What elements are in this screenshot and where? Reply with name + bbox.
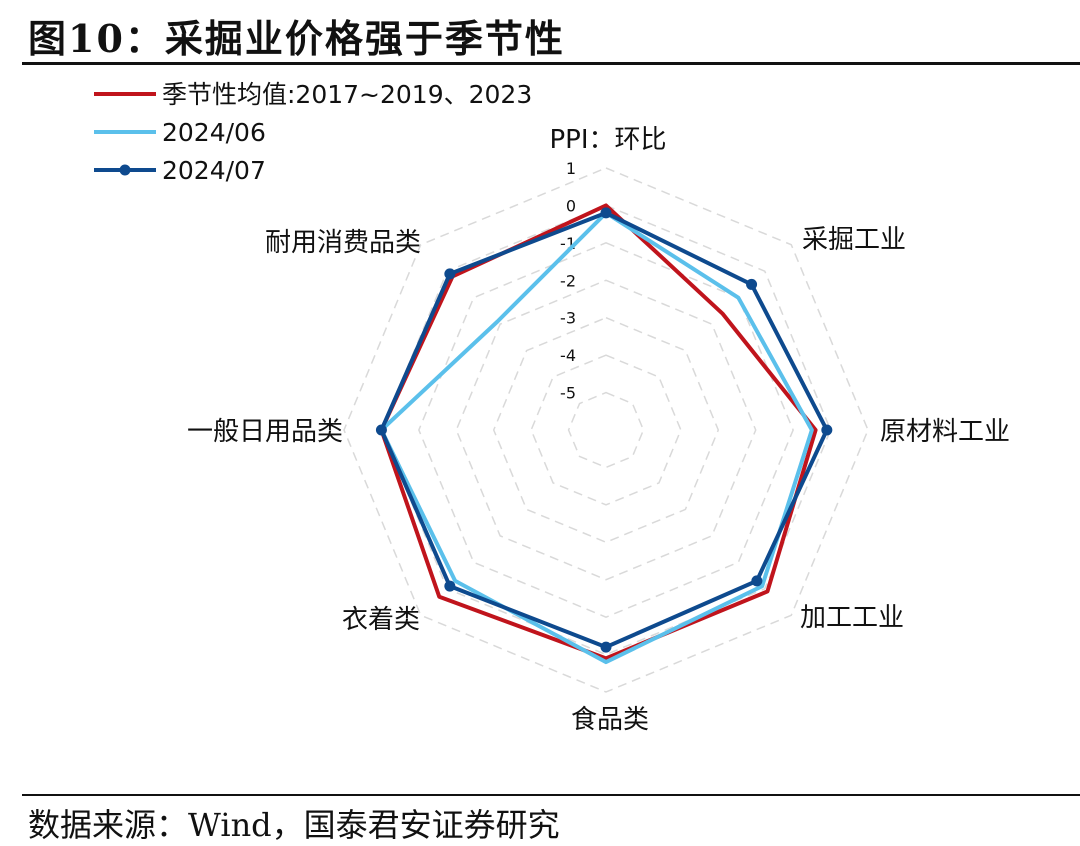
- legend-marker-2: [119, 164, 131, 176]
- tick-label-1: 0: [566, 196, 576, 215]
- category-label-4: 食品类: [571, 705, 649, 735]
- category-label-6: 一般日用品类: [187, 417, 343, 447]
- series-2-marker-2: [821, 424, 833, 436]
- grid-ring-4: [492, 316, 720, 544]
- tick-label-0: 1: [566, 159, 576, 178]
- series-2-marker-3: [751, 575, 763, 587]
- radial-tick-labels: 10-1-2-3-4-5: [560, 159, 576, 403]
- category-label-7: 耐用消费品类: [265, 228, 421, 258]
- radar-chart: 10-1-2-3-4-5 PPI：环比采掘工业原材料工业加工工业食品类衣着类一般…: [94, 80, 1010, 735]
- series-line-1: [379, 210, 814, 665]
- tick-label-3: -2: [560, 271, 576, 290]
- figure-title: 图10：采掘业价格强于季节性: [28, 16, 565, 61]
- tick-label-6: -5: [560, 384, 576, 403]
- source-note: 数据来源：Wind，国泰君安证券研究: [28, 806, 560, 844]
- legend-label-2: 2024/07: [162, 156, 266, 185]
- legend: 季节性均值:2017~2019、2023 2024/06 2024/07: [94, 80, 532, 185]
- grid-ring-1: [380, 204, 832, 656]
- grid-ring-0: [343, 167, 869, 693]
- category-label-1: 采掘工业: [802, 225, 906, 255]
- radar-grid: [343, 167, 869, 693]
- legend-label-1: 2024/06: [162, 118, 266, 147]
- series-2-marker-6: [375, 424, 387, 436]
- series-2-marker-5: [444, 580, 456, 592]
- category-label-3: 加工工业: [800, 603, 904, 633]
- tick-label-5: -4: [560, 346, 576, 365]
- grid-ring-6: [567, 391, 645, 469]
- tick-label-4: -3: [560, 309, 576, 328]
- category-label-0: PPI：环比: [549, 125, 666, 155]
- grid-ring-3: [455, 279, 757, 581]
- grid-ring-2: [418, 242, 794, 618]
- series-2-marker-7: [444, 268, 456, 280]
- category-label-5: 衣着类: [342, 605, 420, 635]
- series-2-marker-1: [746, 278, 758, 290]
- source-divider: [22, 794, 1080, 796]
- series-lines: [375, 203, 833, 665]
- series-2-marker-0: [600, 207, 612, 219]
- series-line-0: [379, 203, 818, 661]
- series-2-marker-4: [600, 641, 612, 653]
- category-label-2: 原材料工业: [880, 417, 1010, 447]
- legend-label-0: 季节性均值:2017~2019、2023: [162, 80, 532, 109]
- grid-ring-5: [530, 354, 682, 506]
- title-divider: [22, 62, 1080, 65]
